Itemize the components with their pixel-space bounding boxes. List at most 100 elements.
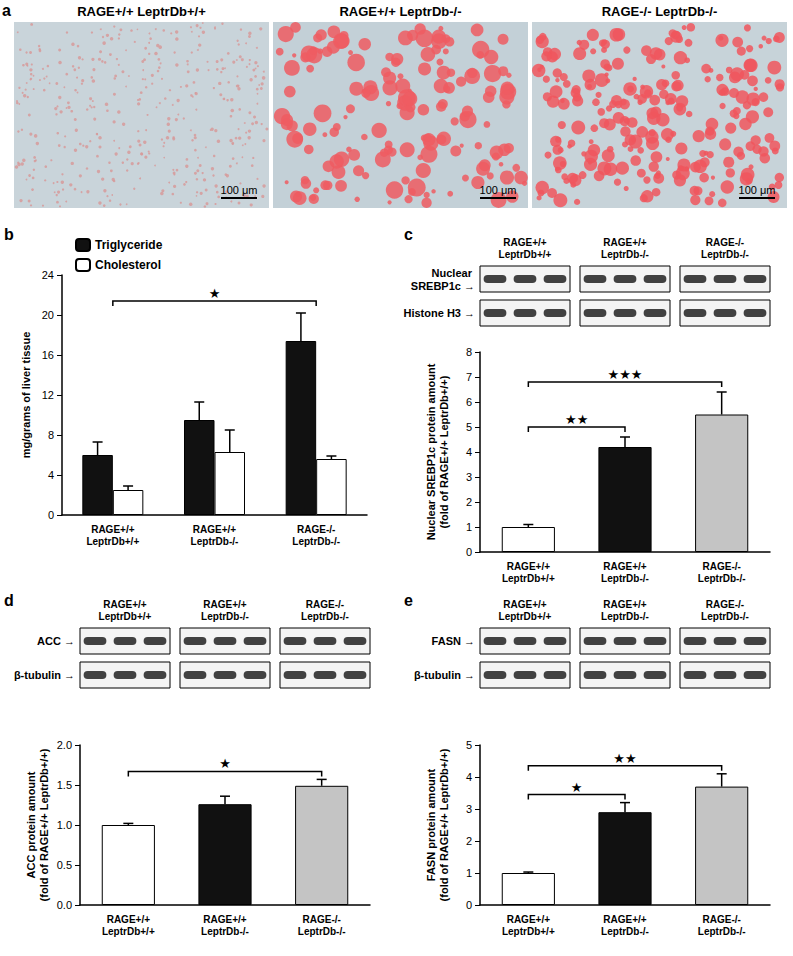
svg-text:RAGE+/+: RAGE+/+ [603,599,647,610]
svg-text:β-tubulin →: β-tubulin → [414,669,475,681]
svg-text:Nuclear SREBP1c protein amount: Nuclear SREBP1c protein amount [425,363,437,540]
svg-text:FASN →: FASN → [432,635,475,647]
svg-text:Cholesterol: Cholesterol [95,258,161,272]
svg-text:★: ★ [209,286,221,301]
svg-text:RAGE+/+: RAGE+/+ [203,599,247,610]
svg-text:Triglyceride: Triglyceride [95,238,163,252]
svg-text:RAGE+/+: RAGE+/+ [193,524,237,535]
svg-text:1: 1 [466,521,472,533]
svg-text:LeptrDb-/-: LeptrDb-/- [201,926,249,937]
svg-text:2: 2 [466,835,472,847]
svg-text:7: 7 [466,371,472,383]
svg-text:Histone H3 →: Histone H3 → [403,307,475,319]
svg-text:2: 2 [466,496,472,508]
svg-text:mg/grams of liver tissue: mg/grams of liver tissue [20,332,32,459]
svg-text:SREBP1c →: SREBP1c → [411,280,475,292]
svg-text:LeptrDb+/+: LeptrDb+/+ [499,249,552,260]
svg-text:RAGE+/+: RAGE+/+ [507,914,551,925]
svg-text:(fold of RAGE+/+ LeptrDb+/+): (fold of RAGE+/+ LeptrDb+/+) [38,748,50,901]
svg-text:16: 16 [42,349,54,361]
svg-text:RAGE-/-: RAGE-/- [702,914,740,925]
svg-text:RAGE-/-: RAGE-/- [706,237,744,248]
svg-text:(fold of RAGE+/+ LeptrDb+/+): (fold of RAGE+/+ LeptrDb+/+) [438,748,450,901]
svg-text:d: d [4,592,14,609]
svg-text:LeptrDb+/+: LeptrDb+/+ [502,573,555,584]
svg-text:12: 12 [42,389,54,401]
svg-text:LeptrDb-/-: LeptrDb-/- [298,926,346,937]
svg-text:100 μm: 100 μm [739,184,776,196]
svg-text:0: 0 [48,509,54,521]
svg-text:3: 3 [466,803,472,815]
svg-text:6: 6 [466,396,472,408]
svg-text:RAGE-/-: RAGE-/- [702,561,740,572]
svg-text:e: e [404,592,413,609]
svg-text:RAGE+/+: RAGE+/+ [203,914,247,925]
svg-text:RAGE+/+: RAGE+/+ [107,914,151,925]
svg-text:RAGE-/-: RAGE-/- [302,914,340,925]
svg-text:Nuclear: Nuclear [432,267,475,279]
svg-text:LeptrDb+/+: LeptrDb+/+ [502,926,555,937]
svg-text:RAGE-/- LeptrDb-/-: RAGE-/- LeptrDb-/- [602,4,718,19]
svg-text:0: 0 [466,546,472,558]
svg-text:RAGE-/-: RAGE-/- [706,599,744,610]
svg-text:ACC →: ACC → [37,635,75,647]
svg-text:24: 24 [42,269,54,281]
svg-text:★: ★ [571,780,583,795]
svg-text:0: 0 [466,899,472,911]
svg-text:RAGE+/+ LeptrDb+/+: RAGE+/+ LeptrDb+/+ [77,4,206,19]
svg-text:RAGE+/+: RAGE+/+ [603,914,647,925]
svg-text:0.0: 0.0 [57,899,72,911]
svg-text:3: 3 [466,471,472,483]
svg-text:β-tubulin →: β-tubulin → [14,669,75,681]
svg-text:4: 4 [466,446,472,458]
svg-text:LeptrDb-/-: LeptrDb-/- [201,611,249,622]
svg-text:ACC protein amount: ACC protein amount [25,771,37,878]
svg-text:(fold of RAGE+/+ LeptrDb+/+): (fold of RAGE+/+ LeptrDb+/+) [438,375,450,528]
svg-text:c: c [404,226,413,243]
svg-text:100 μm: 100 μm [480,184,517,196]
svg-text:RAGE+/+: RAGE+/+ [103,599,147,610]
svg-text:LeptrDb+/+: LeptrDb+/+ [99,611,152,622]
svg-text:LeptrDb+/+: LeptrDb+/+ [499,611,552,622]
svg-text:★: ★ [219,756,231,771]
svg-text:RAGE-/-: RAGE-/- [297,524,335,535]
svg-text:1.5: 1.5 [57,779,72,791]
svg-text:5: 5 [466,421,472,433]
svg-text:RAGE+/+: RAGE+/+ [603,237,647,248]
svg-text:20: 20 [42,309,54,321]
svg-text:b: b [4,226,14,243]
svg-text:100 μm: 100 μm [221,184,258,196]
svg-text:4: 4 [48,469,54,481]
svg-text:LeptrDb+/+: LeptrDb+/+ [102,926,155,937]
svg-text:LeptrDb-/-: LeptrDb-/- [292,536,340,547]
svg-text:1.0: 1.0 [57,819,72,831]
svg-text:★★: ★★ [565,412,588,427]
svg-text:1: 1 [466,867,472,879]
svg-text:LeptrDb-/-: LeptrDb-/- [701,249,749,260]
svg-text:★★: ★★ [613,751,636,766]
svg-text:LeptrDb-/-: LeptrDb-/- [601,573,649,584]
svg-text:LeptrDb-/-: LeptrDb-/- [701,611,749,622]
svg-text:5: 5 [466,739,472,751]
svg-text:RAGE-/-: RAGE-/- [306,599,344,610]
svg-text:LeptrDb-/-: LeptrDb-/- [191,536,239,547]
svg-text:RAGE+/+: RAGE+/+ [503,599,547,610]
svg-text:a: a [2,2,11,19]
svg-text:LeptrDb-/-: LeptrDb-/- [698,926,746,937]
svg-text:LeptrDb-/-: LeptrDb-/- [601,611,649,622]
svg-text:RAGE+/+: RAGE+/+ [603,561,647,572]
svg-text:0.5: 0.5 [57,859,72,871]
svg-text:★★★: ★★★ [608,367,643,382]
svg-text:LeptrDb-/-: LeptrDb-/- [601,926,649,937]
svg-text:8: 8 [48,429,54,441]
svg-text:RAGE+/+: RAGE+/+ [507,561,551,572]
svg-text:LeptrDb+/+: LeptrDb+/+ [86,536,139,547]
svg-text:RAGE+/+ LeptrDb-/-: RAGE+/+ LeptrDb-/- [339,4,461,19]
svg-text:8: 8 [466,346,472,358]
svg-text:LeptrDb-/-: LeptrDb-/- [698,573,746,584]
svg-text:LeptrDb-/-: LeptrDb-/- [301,611,349,622]
svg-text:2.0: 2.0 [57,739,72,751]
svg-text:LeptrDb-/-: LeptrDb-/- [601,249,649,260]
svg-text:FASN protein amount: FASN protein amount [425,768,437,881]
svg-text:RAGE+/+: RAGE+/+ [503,237,547,248]
